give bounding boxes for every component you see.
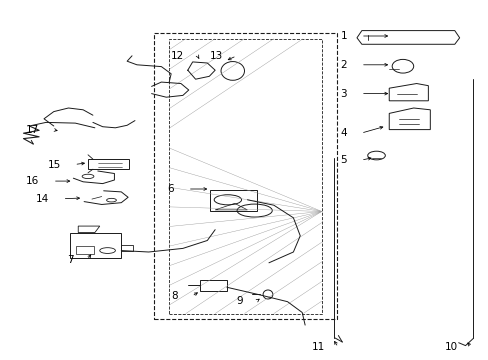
Bar	[70, 233, 121, 258]
Text: 12: 12	[170, 51, 183, 61]
Text: 4: 4	[340, 128, 346, 138]
Bar	[210, 190, 257, 211]
Text: 3: 3	[340, 89, 346, 99]
Text: 13: 13	[209, 51, 223, 61]
Text: 9: 9	[235, 296, 242, 306]
Text: 1: 1	[340, 31, 346, 41]
Text: 10: 10	[444, 342, 457, 352]
Text: 7: 7	[66, 255, 73, 265]
Text: 11: 11	[311, 342, 324, 352]
Bar	[153, 33, 337, 319]
Text: 8: 8	[171, 291, 178, 301]
Text: 2: 2	[340, 60, 346, 70]
Bar	[88, 159, 129, 169]
Text: 15: 15	[47, 159, 61, 170]
Text: 16: 16	[26, 176, 39, 186]
Text: 6: 6	[167, 184, 174, 194]
Bar	[76, 246, 94, 254]
Bar	[169, 39, 321, 314]
Text: 17: 17	[26, 125, 39, 135]
Text: 14: 14	[36, 194, 49, 204]
Bar	[121, 245, 133, 251]
Bar	[199, 280, 226, 291]
Text: 5: 5	[340, 155, 346, 165]
